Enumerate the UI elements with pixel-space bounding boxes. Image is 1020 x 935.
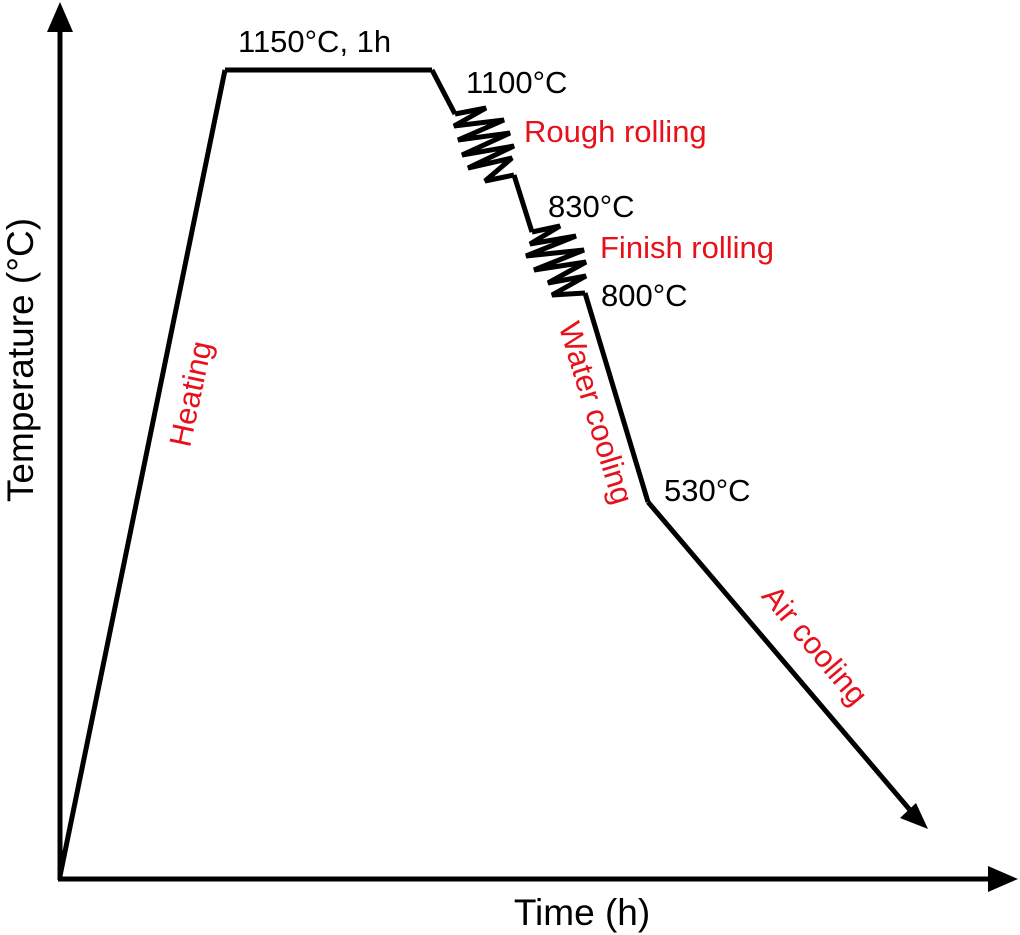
finish-end-temperature-label: 800°C — [601, 278, 688, 313]
x-axis — [58, 866, 1018, 892]
cool-to-finish-segment — [511, 174, 535, 233]
x-axis-title: Time (h) — [514, 892, 650, 933]
heating-segment — [57, 69, 228, 877]
rough-rolling-zigzag — [452, 105, 516, 184]
cooling-stop-temperature-label: 530°C — [664, 473, 751, 508]
heating-label: Heating — [163, 338, 219, 450]
water-cooling-segment — [582, 292, 651, 503]
air-cooling-arrowhead — [900, 803, 928, 829]
y-axis-title: Temperature (°C) — [0, 218, 41, 502]
water-cooling-label: Water cooling — [552, 318, 641, 508]
rough-start-temperature-label: 1100°C — [466, 65, 567, 100]
process-curve — [57, 67, 928, 877]
y-axis-arrowhead — [47, 2, 73, 32]
finish-start-temperature-label: 830°C — [548, 189, 635, 224]
y-axis — [47, 2, 73, 880]
finish-rolling-label: Finish rolling — [600, 230, 774, 265]
soak-temperature-label: 1150°C, 1h — [238, 24, 391, 59]
cool-to-rough-segment — [429, 68, 458, 116]
x-axis-arrowhead — [988, 866, 1018, 892]
finish-rolling-zigzag — [525, 223, 588, 298]
air-cooling-segment — [646, 500, 912, 812]
rough-rolling-label: Rough rolling — [524, 114, 707, 149]
